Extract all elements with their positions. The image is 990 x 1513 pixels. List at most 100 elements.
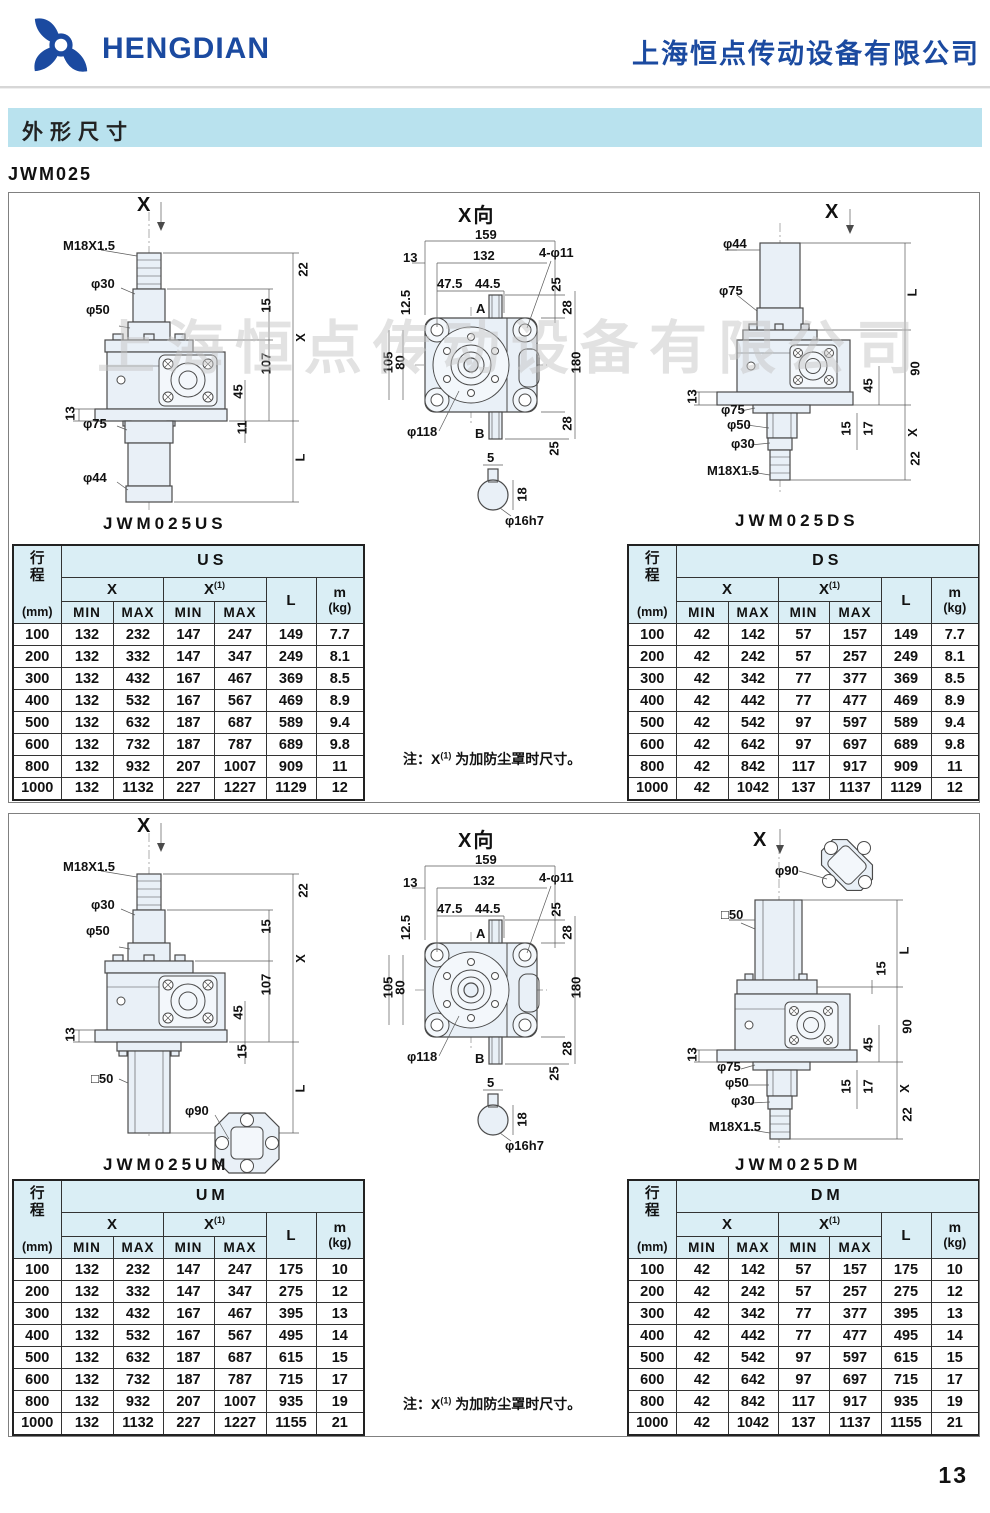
table-cell: 12 (315, 1280, 365, 1303)
table-cell: 642 (727, 1368, 779, 1391)
dim-label: 22 (899, 1107, 915, 1122)
table-cell: 400 (12, 689, 62, 712)
dim-label: 45 (860, 378, 876, 393)
table-cell: 442 (727, 1324, 779, 1347)
table-cell: 8.1 (930, 645, 979, 668)
dim-label: 159 (475, 852, 497, 867)
dim-label: 22 (907, 451, 923, 466)
table-cell: 1155 (880, 1412, 932, 1435)
table-row: 100 132 232 147 247 175 10 (12, 1258, 365, 1281)
table-cell: 932 (112, 1390, 164, 1413)
jwm025um-drawing: X M18X1.5 φ30 φ50 13 □50 φ90 22 15 X 107… (49, 815, 349, 1179)
group-header: UM (60, 1179, 365, 1213)
table-cell: 132 (60, 667, 114, 690)
table-cell: 732 (112, 1368, 164, 1391)
table-cell: 687 (213, 1346, 267, 1369)
table-row: 300 42 342 77 377 369 8.5 (627, 667, 979, 690)
dim-label: 25 (548, 277, 564, 292)
max-header: MAX (112, 601, 164, 624)
x-view-drawing: X向 159 132 13 47.5 44.5 4-φ11 25 28 A 12… (379, 203, 649, 533)
dim-label: M18X1.5 (63, 238, 116, 253)
dim-label: 47.5 (437, 901, 463, 916)
table-cell: 247 (213, 1258, 267, 1281)
kg-label: (kg) (328, 601, 352, 616)
table-cell: 42 (675, 689, 729, 712)
jwm025us-geometry (73, 202, 299, 510)
dim-label: φ75 (719, 283, 743, 298)
table-row: 400 132 532 167 567 469 8.9 (12, 689, 365, 712)
dim-label: 18 (514, 1112, 530, 1127)
table-cell: 15 (315, 1346, 365, 1369)
note-sup: (1) (440, 1395, 452, 1406)
dim-label: 17 (860, 1079, 876, 1094)
l-header: L (265, 576, 317, 624)
dim-label: 107 (258, 352, 274, 375)
stroke-label: 行程 (30, 1186, 45, 1220)
note-prefix: 注：X (403, 1396, 441, 1412)
dim-label: φ44 (723, 236, 747, 251)
stroke-unit: (mm) (21, 1240, 53, 1254)
table-cell: 10 (930, 1258, 979, 1281)
us-spec-table: 行程 (mm) US X X(1) L m (kg) MIN MAX MIN MAX (12, 544, 366, 801)
table-row: 1000 132 1132 227 1227 1155 21 (12, 1412, 365, 1435)
dim-label: 13 (62, 1027, 78, 1042)
table-cell: 157 (828, 1258, 882, 1281)
table-cell: 21 (930, 1412, 979, 1435)
table-row: 800 42 842 117 917 909 11 (627, 755, 979, 778)
dim-label: φ16h7 (505, 1138, 544, 1153)
hengdian-logo-icon (34, 18, 88, 72)
x1-label: X (203, 1216, 214, 1234)
table-cell: 249 (880, 645, 932, 668)
table-cell: 632 (112, 711, 164, 734)
table-cell: 242 (727, 1280, 779, 1303)
dim-label: 18 (514, 487, 530, 502)
dim-label: 28 (559, 416, 575, 431)
table-cell: 1132 (112, 1412, 164, 1435)
jwm025us-drawing: X M18X1.5 φ30 φ50 φ75 φ44 13 22 15 X 107… (49, 194, 349, 533)
table-cell: 14 (315, 1324, 365, 1347)
m-header: m (kg) (930, 576, 979, 624)
table-cell: 395 (880, 1302, 932, 1325)
table-cell: 242 (727, 645, 779, 668)
jwm025ds-drawing: X φ44 φ75 L 90 45 13 φ75 φ50 φ30 15 17 X… (685, 201, 979, 533)
dim-label: 90 (907, 361, 923, 376)
table-cell: 100 (12, 623, 62, 646)
dim-label: 15 (838, 421, 854, 436)
dim-label: L (292, 453, 308, 462)
x1-sup: (1) (214, 580, 225, 591)
table-cell: 57 (777, 645, 830, 668)
dim-label: 45 (230, 1005, 246, 1020)
dim-label: 4-φ11 (539, 870, 574, 885)
table-cell: 467 (213, 1302, 267, 1325)
dim-label: 15 (258, 919, 274, 934)
table-cell: 800 (627, 1390, 677, 1413)
note-suffix: 为加防尘罩时尺寸。 (451, 751, 582, 767)
table-cell: 232 (112, 623, 164, 646)
x-view-geometry (388, 865, 576, 1142)
dim-label: B (475, 1051, 485, 1066)
um-table-body: 100 132 232 147 247 175 10 200 132 332 147 347 275 12… (12, 1258, 365, 1435)
table-cell: 347 (213, 1280, 267, 1303)
table-cell: 77 (777, 1302, 830, 1325)
note-suffix: 为加防尘罩时尺寸。 (451, 1396, 582, 1412)
table-cell: 842 (727, 755, 779, 778)
table-cell: 12 (315, 777, 365, 800)
table-cell: 57 (777, 1280, 830, 1303)
dim-label: □50 (91, 1071, 114, 1086)
dim-label: B (475, 426, 485, 441)
dim-label: 107 (258, 973, 274, 996)
table-cell: 19 (930, 1390, 979, 1413)
table-cell: 137 (777, 777, 830, 800)
table-cell: 1227 (213, 1412, 267, 1435)
table-cell: 167 (162, 689, 215, 712)
table-row: 200 132 332 147 347 275 12 (12, 1280, 365, 1303)
table-row: 800 42 842 117 917 935 19 (627, 1390, 979, 1413)
table-row: 1000 132 1132 227 1227 1129 12 (12, 777, 365, 800)
table-cell: 1129 (265, 777, 317, 800)
table-cell: 207 (162, 755, 215, 778)
table-cell: 97 (777, 733, 830, 756)
dim-label: φ30 (91, 276, 115, 291)
drawing-title-us: JWM025US (103, 514, 227, 533)
table-cell: 800 (12, 1390, 62, 1413)
table-cell: 12 (930, 1280, 979, 1303)
